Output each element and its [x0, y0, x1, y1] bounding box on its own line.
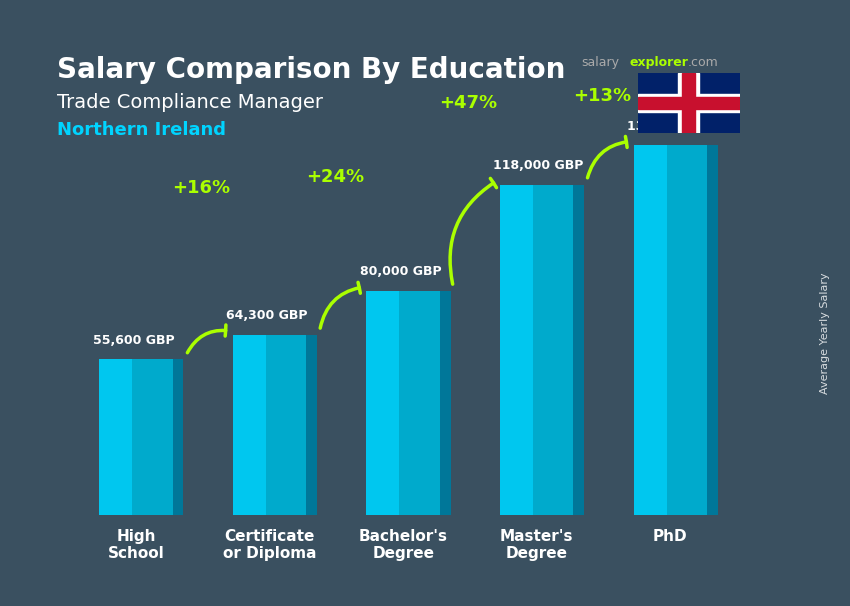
Bar — [633, 145, 666, 515]
Polygon shape — [574, 185, 584, 515]
Bar — [638, 94, 740, 112]
Text: explorer: explorer — [630, 56, 689, 69]
Text: +16%: +16% — [173, 179, 230, 197]
Text: 118,000 GBP: 118,000 GBP — [493, 159, 584, 172]
Text: +13%: +13% — [573, 87, 632, 105]
Bar — [682, 73, 695, 133]
Bar — [99, 359, 133, 515]
Text: salary: salary — [581, 56, 619, 69]
Text: .com: .com — [688, 56, 718, 69]
Text: 132,000 GBP: 132,000 GBP — [626, 120, 717, 133]
Bar — [500, 185, 533, 515]
Bar — [638, 97, 740, 109]
Text: Salary Comparison By Education: Salary Comparison By Education — [58, 56, 566, 84]
Polygon shape — [173, 359, 184, 515]
Bar — [366, 291, 440, 515]
Bar — [633, 145, 707, 515]
Text: 64,300 GBP: 64,300 GBP — [226, 310, 308, 322]
Text: Northern Ireland: Northern Ireland — [58, 121, 226, 139]
Bar — [99, 359, 173, 515]
Text: +47%: +47% — [439, 93, 497, 112]
Text: 80,000 GBP: 80,000 GBP — [360, 265, 441, 279]
Text: +24%: +24% — [306, 167, 364, 185]
Polygon shape — [707, 145, 717, 515]
Bar — [678, 73, 699, 133]
Bar — [233, 335, 306, 515]
Bar — [500, 185, 574, 515]
Polygon shape — [439, 291, 450, 515]
Text: 55,600 GBP: 55,600 GBP — [93, 334, 174, 347]
Text: Average Yearly Salary: Average Yearly Salary — [819, 273, 830, 394]
Bar — [366, 291, 400, 515]
Polygon shape — [306, 335, 317, 515]
Bar — [233, 335, 266, 515]
Text: Trade Compliance Manager: Trade Compliance Manager — [58, 93, 324, 112]
